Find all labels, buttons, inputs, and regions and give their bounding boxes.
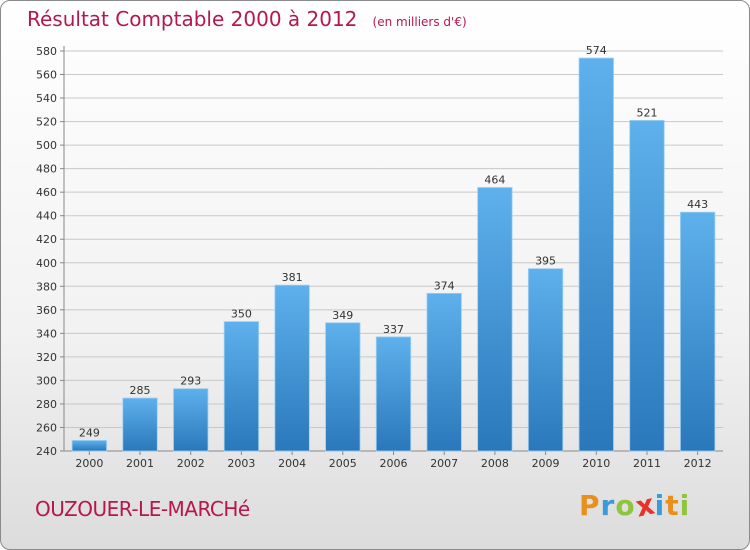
bar-value-label: 285 [130,384,151,397]
bar-value-label: 464 [484,173,505,186]
bar-2006 [375,336,412,452]
bar-2004 [274,284,310,452]
y-tick-label: 520 [36,116,57,129]
bar-value-label: 574 [586,44,607,57]
logo-letter: o [615,489,636,522]
y-tick-label: 560 [36,69,57,82]
x-tick-label: 2006 [380,457,408,470]
logo-letter: i [679,489,691,522]
x-tick-label: 2007 [430,457,458,470]
y-tick-label: 580 [36,45,57,58]
bar-value-label: 395 [535,255,556,268]
y-tick-label: 300 [36,374,57,387]
bar-2008 [477,187,513,452]
x-tick-label: 2012 [684,457,712,470]
y-tick-label: 360 [36,304,57,317]
logo-letter: r [600,489,616,522]
bar-value-label: 443 [687,198,708,211]
y-tick-label: 400 [36,257,57,270]
bar-value-label: 381 [282,271,303,284]
x-tick-label: 2000 [75,457,103,470]
chart-title: Résultat Comptable 2000 à 2012 [27,7,358,31]
title-row: Résultat Comptable 2000 à 2012 (en milli… [27,7,467,31]
bar-value-label: 349 [332,309,353,322]
bar-2005 [325,322,361,452]
y-tick-label: 320 [36,351,57,364]
bar-2007 [426,292,462,452]
x-tick-label: 2010 [582,457,610,470]
bar-2002 [173,388,209,452]
bar-value-label: 293 [180,375,201,388]
logo-letter: t [665,489,680,522]
logo-letter: i [654,489,666,522]
y-tick-label: 280 [36,398,57,411]
x-tick-label: 2011 [633,457,661,470]
bar-2003 [223,321,260,452]
x-tick-label: 2005 [329,457,357,470]
y-tick-label: 380 [36,280,57,293]
bar-2010 [578,57,614,452]
proxiti-logo: Proxiti [579,487,691,523]
x-tick-label: 2001 [126,457,154,470]
y-tick-label: 460 [36,186,57,199]
bar-2000 [71,440,107,452]
bar-2009 [527,268,564,452]
town-name: OUZOUER-LE-MARCHé [35,497,250,521]
logo-letter: P [579,489,601,522]
bar-value-label: 249 [79,426,100,439]
bar-value-label: 374 [434,279,455,292]
y-tick-label: 240 [36,445,57,458]
bars [71,57,716,452]
x-tick-label: 2003 [227,457,255,470]
x-tick-label: 2009 [532,457,560,470]
x-tick-label: 2004 [278,457,306,470]
bar-value-label: 521 [636,106,657,119]
y-tick-label: 340 [36,327,57,340]
bar-value-label: 337 [383,323,404,336]
y-tick-label: 500 [36,139,57,152]
y-tick-label: 480 [36,163,57,176]
y-tick-label: 540 [36,92,57,105]
bar-2011 [629,120,665,452]
x-tick-label: 2008 [481,457,509,470]
bar-2001 [122,397,158,452]
x-tick-label: 2002 [177,457,205,470]
chart-subtitle: (en milliers d'€) [372,15,467,29]
y-tick-label: 420 [36,233,57,246]
data-labels: 249 285 293 350 381 349 337 374 464 395 574 521 443 [79,44,708,439]
bar-value-label: 350 [231,308,252,321]
y-tick-label: 260 [36,421,57,434]
bar-2012 [680,211,716,452]
y-tick-label: 440 [36,210,57,223]
